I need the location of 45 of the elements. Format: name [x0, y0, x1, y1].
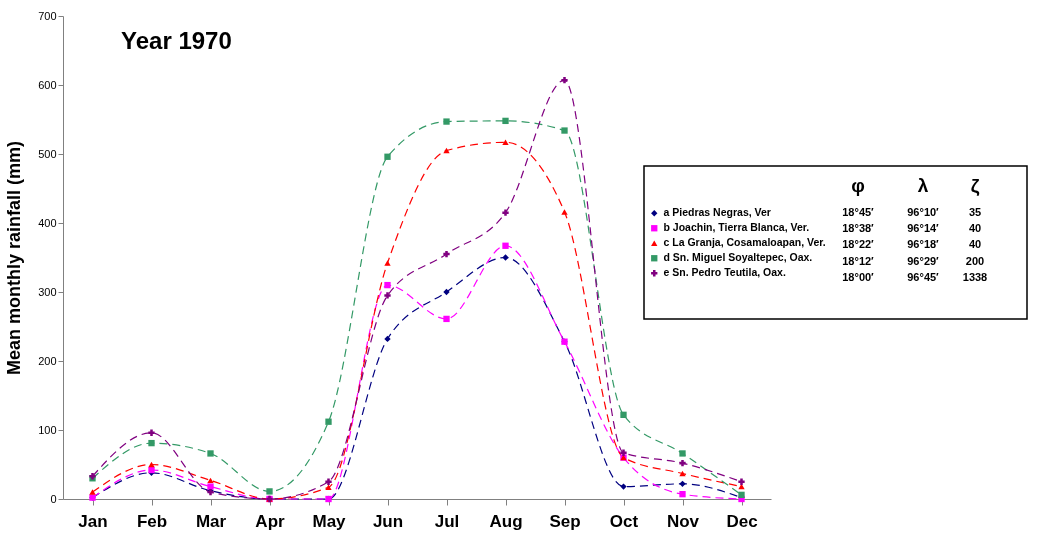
y-tick-label: 200 [38, 354, 57, 367]
x-tick-label: May [312, 511, 347, 531]
legend-label: b Joachin, Tierra Blanca, Ver. [663, 221, 810, 234]
text: λ [917, 175, 929, 196]
y-tick-label: 300 [38, 285, 57, 298]
y-axis-title: Mean monthly rainfall (mm) [4, 140, 25, 376]
x-tick-label: Jun [372, 511, 404, 531]
x-tick-label: Oct [609, 511, 639, 531]
x-tick-label: Mar [195, 511, 227, 531]
text: 18°38′ [842, 222, 875, 235]
y-tick-label: 500 [38, 147, 57, 160]
y-tick-label: 100 [38, 423, 57, 436]
y-tick-label: 700 [38, 9, 57, 22]
text: ζ [970, 175, 980, 197]
y-tick-label: 0 [50, 492, 57, 505]
text: 18°22′ [842, 238, 875, 251]
text: 35 [968, 206, 982, 218]
text: 96°14′ [907, 222, 940, 235]
text: 96°18′ [907, 238, 940, 251]
y-tick-label: 400 [38, 216, 57, 229]
text: 40 [968, 238, 982, 251]
y-tick-label: 600 [38, 78, 57, 91]
legend-label: a Piedras Negras, Ver [663, 206, 771, 219]
legend-label: d Sn. Miguel Soyaltepec, Oax. [663, 251, 813, 264]
text: 96°45′ [907, 270, 940, 283]
legend-label: e Sn. Pedro Teutila, Oax. [663, 266, 786, 279]
chart-title: Year 1970 [121, 27, 232, 54]
text: 96°29′ [907, 254, 940, 267]
text: 18°12′ [842, 254, 875, 267]
x-tick-label: Jul [434, 511, 460, 531]
text: 18°00′ [842, 270, 875, 283]
text: 40 [968, 222, 982, 235]
x-tick-label: Apr [255, 511, 286, 531]
text: 200 [965, 254, 985, 267]
text: 96°10′ [907, 206, 940, 218]
text: 1338 [962, 270, 988, 283]
x-tick-label: Nov [666, 511, 700, 531]
x-tick-label: Jan [78, 511, 108, 531]
text: φ [851, 175, 865, 196]
legend-label: c La Granja, Cosamaloapan, Ver. [663, 236, 826, 249]
x-tick-label: Sep [549, 511, 581, 531]
x-tick-label: Feb [136, 511, 168, 531]
x-tick-label: Dec [726, 511, 758, 531]
text: 18°45′ [842, 206, 875, 218]
x-tick-label: Aug [489, 511, 523, 531]
